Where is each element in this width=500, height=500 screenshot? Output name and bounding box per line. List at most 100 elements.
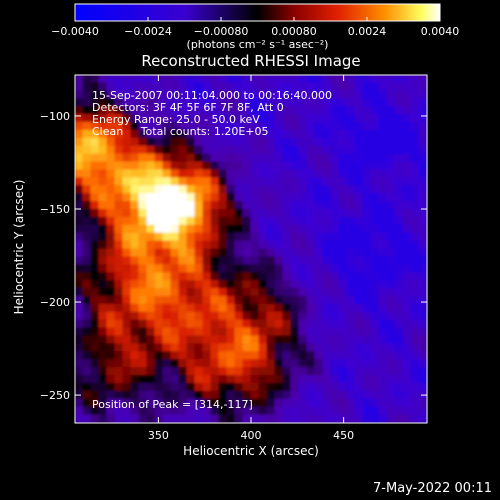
heatmap-cell xyxy=(274,145,284,155)
heatmap-cell xyxy=(194,335,204,345)
heatmap-cell xyxy=(274,327,284,337)
heatmap-cell xyxy=(346,319,356,329)
heatmap-cell xyxy=(362,201,372,210)
heatmap-cell xyxy=(210,311,220,321)
heatmap-cell xyxy=(290,272,300,282)
heatmap-cell xyxy=(338,280,348,290)
heatmap-cell xyxy=(178,224,188,234)
heatmap-cell xyxy=(394,406,404,416)
heatmap-cell xyxy=(314,335,324,345)
heatmap-cell xyxy=(258,327,268,337)
heatmap-cell xyxy=(410,351,420,361)
heatmap-cell xyxy=(178,90,188,100)
heatmap-cell xyxy=(218,145,228,155)
heatmap-cell xyxy=(82,98,92,108)
heatmap-cell xyxy=(194,208,204,218)
heatmap-cell xyxy=(346,382,356,392)
heatmap-cell xyxy=(322,390,332,400)
heatmap-cell xyxy=(75,114,84,123)
heatmap-cell xyxy=(202,311,212,321)
heatmap-cell xyxy=(386,390,396,400)
heatmap-cell xyxy=(346,398,356,408)
colorbar-tick-label: 0.0024 xyxy=(348,25,387,38)
heatmap-cell xyxy=(122,264,132,274)
heatmap-cell xyxy=(418,303,427,313)
heatmap-cell xyxy=(306,216,316,226)
heatmap-cell xyxy=(162,264,172,274)
heatmap-cell xyxy=(202,272,212,282)
heatmap-cell xyxy=(410,177,420,187)
heatmap-cell xyxy=(378,327,388,337)
heatmap-cell xyxy=(75,375,84,384)
heatmap-cell xyxy=(402,169,412,179)
heatmap-cell xyxy=(354,414,364,423)
heatmap-cell xyxy=(202,185,212,195)
heatmap-cell xyxy=(130,319,140,329)
heatmap-cell xyxy=(354,114,364,123)
heatmap-cell xyxy=(75,177,84,187)
heatmap-cell xyxy=(386,208,396,218)
heatmap-cell xyxy=(234,185,244,195)
heatmap-cell xyxy=(218,272,228,282)
heatmap-cell xyxy=(170,398,180,408)
heatmap-cell xyxy=(98,224,108,234)
heatmap-cell xyxy=(114,303,124,313)
heatmap-cell xyxy=(242,311,252,321)
heatmap-cell xyxy=(290,193,300,203)
heatmap-cell xyxy=(98,75,108,84)
heatmap-cell xyxy=(106,169,116,179)
heatmap-cell xyxy=(226,208,236,218)
heatmap-cell xyxy=(402,319,412,329)
heatmap-cell xyxy=(370,295,380,305)
heatmap-cell xyxy=(90,137,100,147)
heatmap-cell xyxy=(130,201,140,210)
heatmap-cell xyxy=(298,367,308,377)
heatmap-cell xyxy=(154,311,164,321)
heatmap-cell xyxy=(90,343,100,353)
heatmap-cell xyxy=(386,216,396,226)
heatmap-cell xyxy=(162,390,172,400)
heatmap-cell xyxy=(98,193,108,203)
heatmap-cell xyxy=(354,359,364,369)
heatmap-cell xyxy=(402,382,412,392)
heatmap-cell xyxy=(194,359,204,369)
heatmap-cell xyxy=(130,129,140,139)
heatmap-cell xyxy=(130,106,140,116)
heatmap-cell xyxy=(242,319,252,329)
heatmap-cell xyxy=(82,311,92,321)
heatmap-cell xyxy=(146,327,156,337)
heatmap-cell xyxy=(322,82,332,92)
heatmap-cell xyxy=(242,327,252,337)
heatmap-cell xyxy=(82,256,92,266)
heatmap-cell xyxy=(282,75,292,84)
heatmap-cell xyxy=(346,153,356,163)
heatmap-cell xyxy=(82,129,92,139)
heatmap-cell xyxy=(402,248,412,258)
heatmap-cell xyxy=(274,169,284,179)
heatmap-cell xyxy=(114,232,124,242)
heatmap-cell xyxy=(282,406,292,416)
heatmap-cell xyxy=(290,153,300,163)
heatmap-cell xyxy=(330,75,340,84)
heatmap-cell xyxy=(322,375,332,384)
heatmap-cell xyxy=(354,82,364,92)
heatmap-cell xyxy=(138,137,148,147)
heatmap-cell xyxy=(306,114,316,123)
heatmap-cell xyxy=(298,288,308,297)
heatmap-cell xyxy=(322,90,332,100)
heatmap-cell xyxy=(290,295,300,305)
heatmap-cell xyxy=(370,414,380,423)
heatmap-cell xyxy=(274,137,284,147)
heatmap-cell xyxy=(338,264,348,274)
heatmap-cell xyxy=(266,359,276,369)
heatmap-cell xyxy=(226,90,236,100)
heatmap-cell xyxy=(306,90,316,100)
heatmap-cell xyxy=(306,121,316,131)
heatmap-cell xyxy=(330,382,340,392)
heatmap-cell xyxy=(258,319,268,329)
heatmap-cell xyxy=(402,177,412,187)
heatmap-cell xyxy=(170,264,180,274)
heatmap-cell xyxy=(138,185,148,195)
heatmap-cell xyxy=(178,351,188,361)
heatmap-cell xyxy=(330,232,340,242)
